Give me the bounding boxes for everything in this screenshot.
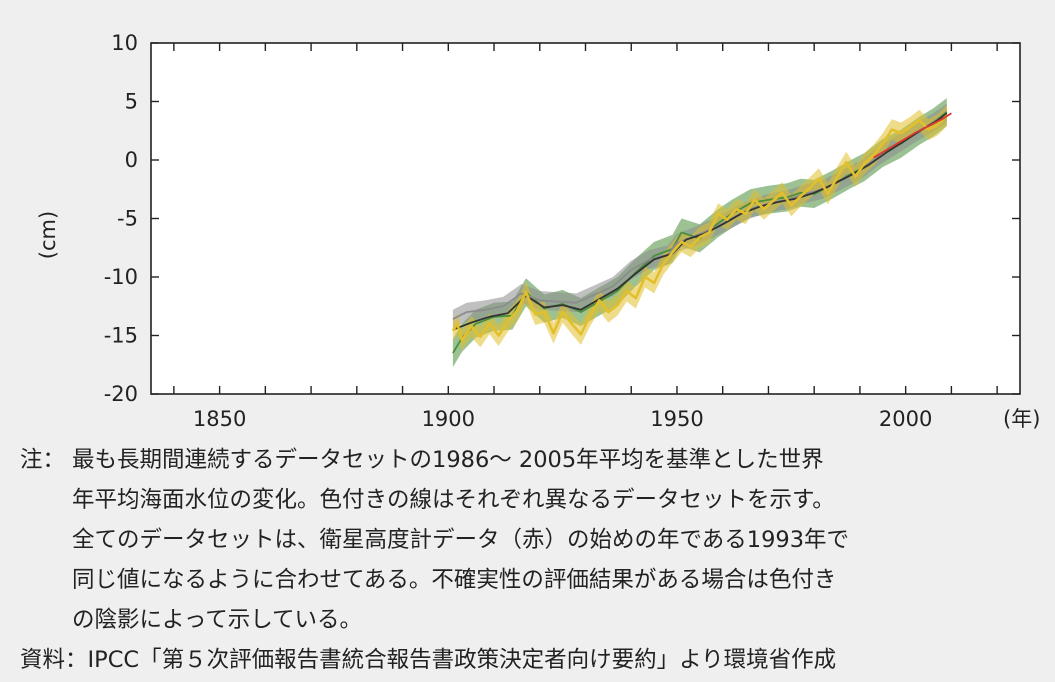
- series-line-5: [873, 112, 952, 159]
- note-line-2: 年平均海面水位の変化。色付きの線はそれぞれ異なるデータセットを示す。: [20, 480, 1050, 520]
- note-text: 全てのデータセットは、衛星高度計データ（赤）の始めの年である1993年で: [72, 527, 850, 553]
- y-tick-label: 5: [125, 90, 138, 114]
- x-tick-label: 1850: [193, 407, 246, 431]
- note-text: 年平均海面水位の変化。色付きの線はそれぞれ異なるデータセットを示す。: [72, 487, 835, 513]
- y-axis-label: (cm): [36, 211, 60, 259]
- y-tick-label: -5: [117, 207, 138, 231]
- note-line-1: 注： 最も長期間連続するデータセットの1986～ 2005年平均を基準とした世界: [20, 440, 1050, 480]
- source-text: 資料：IPCC「第５次評価報告書統合報告書政策決定者向け要約」より環境省作成: [20, 647, 837, 673]
- series-lines: [451, 111, 952, 354]
- uncertainty-band-4: [452, 105, 947, 351]
- note-line-4: 同じ値になるように合わせてある。不確実性の評価結果がある場合は色付き: [20, 560, 1050, 600]
- note-text: 同じ値になるように合わせてある。不確実性の評価結果がある場合は色付き: [72, 567, 837, 593]
- chart-notes: 注： 最も長期間連続するデータセットの1986～ 2005年平均を基準とした世界…: [20, 440, 1050, 680]
- x-tick-label: 1900: [422, 407, 475, 431]
- note-line-5: の陰影によって示している。: [20, 600, 1050, 640]
- note-line-3: 全てのデータセットは、衛星高度計データ（赤）の始めの年である1993年で: [20, 520, 1050, 560]
- y-tick-label: 10: [111, 31, 138, 55]
- note-text: の陰影によって示している。: [72, 607, 363, 633]
- plot-area: [150, 42, 1021, 395]
- y-tick-label: -20: [104, 382, 138, 406]
- note-label: 注：: [20, 447, 66, 473]
- y-tick-label: -15: [104, 324, 138, 348]
- note-text: 最も長期間連続するデータセットの1986～ 2005年平均を基準とした世界: [72, 447, 824, 473]
- series-line-4: [451, 114, 948, 342]
- x-tick-label: 1950: [650, 407, 703, 431]
- axis-ticks: [151, 42, 1020, 395]
- x-tick-labels: 1850 1900 1950 2000: [193, 407, 933, 431]
- y-tick-labels: 10 5 0 -5 -10 -15 -20: [104, 31, 138, 406]
- y-tick-label: -10: [104, 265, 138, 289]
- y-tick-label: 0: [125, 148, 138, 172]
- sea-level-chart: 10 5 0 -5 -10 -15 -20 1850 1900 1950 2000 (cm) (年…: [36, 31, 1040, 431]
- x-tick-label: 2000: [879, 407, 932, 431]
- x-unit-label: (年): [1003, 407, 1040, 431]
- source-line: 資料：IPCC「第５次評価報告書統合報告書政策決定者向け要約」より環境省作成: [20, 640, 1050, 680]
